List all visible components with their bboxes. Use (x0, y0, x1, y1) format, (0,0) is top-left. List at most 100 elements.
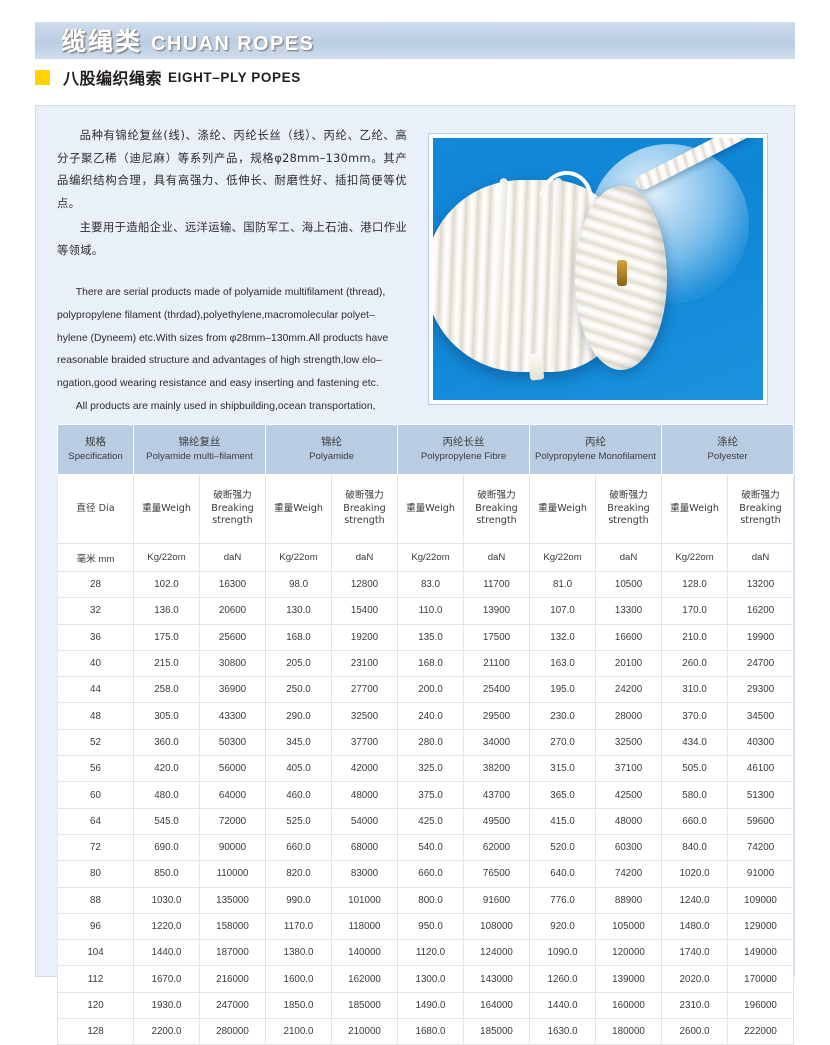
cell-value: 180000 (595, 1018, 663, 1045)
subheader-title-cn: 八股编织绳索 (63, 69, 163, 88)
cell-value: 434.0 (661, 728, 729, 757)
cell-value: 850.0 (133, 860, 200, 888)
sub-header-breaking-strength-1: 破断强力 Breaking strength (199, 474, 266, 544)
cell-value: 11700 (463, 570, 531, 599)
group-header-polyamide: 锦纶 Polyamide (264, 424, 399, 475)
cell-value: 185000 (330, 991, 399, 1020)
cell-value: 19900 (727, 623, 795, 651)
cell-value: 170000 (727, 965, 795, 993)
sub-header-line-1: 破断强力 (609, 490, 648, 502)
cell-value: 250.0 (265, 676, 332, 704)
cell-value: 40300 (727, 728, 795, 757)
sub-header-breaking-strength-2: 破断强力 Breaking strength (330, 474, 399, 544)
cell-value: 25600 (199, 623, 266, 651)
group-header-cn: 锦纶 (321, 436, 342, 448)
cell-value: 90000 (199, 833, 266, 862)
table-row: 64 545.0 72000 525.0 54000 425.0 49500 415.0 480… (57, 807, 795, 835)
cell-value: 425.0 (397, 807, 465, 835)
sub-header-breaking-strength-4: 破断强力 Breaking strength (595, 474, 663, 544)
cell-value: 480.0 (133, 781, 200, 809)
cell-value: 62000 (463, 833, 531, 862)
cell-value: 1850.0 (265, 991, 332, 1020)
cell-value: 54000 (330, 807, 399, 835)
cell-value: 74200 (595, 860, 663, 888)
cell-value: 135000 (199, 886, 266, 914)
cell-value: 110.0 (397, 597, 465, 625)
cell-diameter: 32 (57, 597, 134, 625)
sub-header-line-2: Breaking (739, 502, 782, 514)
cell-value: 240.0 (397, 702, 465, 730)
description-cn-paragraph-1: 品种有锦纶复丝(线)、涤纶、丙纶长丝（线）、丙纶、乙纶、高分子聚乙稀（迪尼麻）等… (57, 129, 407, 210)
cell-value: 21100 (463, 649, 531, 678)
cell-value: 158000 (199, 912, 266, 941)
cell-value: 81.0 (529, 570, 597, 599)
unit-cell: Kg/22om (397, 543, 465, 572)
cell-value: 210000 (330, 1018, 399, 1045)
group-header-cn: 锦纶复丝 (178, 436, 221, 448)
cell-value: 2100.0 (265, 1018, 332, 1045)
cell-value: 118000 (330, 912, 399, 941)
subheader-title-en: EIGHT–PLY POPES (168, 69, 301, 85)
table-row: 28 102.0 16300 98.0 12800 83.0 11700 81.0 10500 1… (57, 570, 795, 599)
cell-value: 1490.0 (397, 991, 465, 1020)
sub-header-breaking-strength-5: 破断强力 Breaking strength (727, 474, 795, 544)
cell-value: 25400 (463, 676, 531, 704)
description-cn-paragraph-2: 主要用于造船企业、远洋运输、国防军工、海上石油、港口作业等领域。 (57, 221, 407, 257)
sub-header-line-1: 破断强力 (741, 490, 780, 502)
cell-value: 128.0 (661, 570, 729, 599)
cell-value: 83.0 (397, 570, 465, 599)
cell-value: 32500 (330, 702, 399, 730)
cell-value: 1170.0 (265, 912, 332, 941)
cell-diameter: 96 (57, 912, 134, 941)
cell-value: 88900 (595, 886, 663, 914)
sub-header-weight-3: 重量Weigh (397, 474, 465, 544)
sub-header-line-1: 破断强力 (477, 490, 516, 502)
cell-value: 168.0 (265, 623, 332, 651)
cell-diameter: 128 (57, 1018, 134, 1045)
cell-value: 64000 (199, 781, 266, 809)
cell-value: 20600 (199, 597, 266, 625)
cell-value: 840.0 (661, 833, 729, 862)
cell-value: 1240.0 (661, 886, 729, 914)
cell-value: 315.0 (529, 755, 597, 783)
cell-value: 27700 (330, 676, 399, 704)
unit-cell: daN (330, 543, 399, 572)
cell-value: 200.0 (397, 676, 465, 704)
cell-value: 110000 (199, 860, 266, 888)
cell-value: 10500 (595, 570, 663, 599)
table-row: 40 215.0 30800 205.0 23100 168.0 21100 163.0 201… (57, 649, 795, 678)
page-banner: 缆绳类 CHUAN ROPES (35, 22, 795, 59)
cell-diameter: 48 (57, 702, 134, 730)
cell-value: 160000 (595, 991, 663, 1020)
unit-cell: daN (727, 543, 795, 572)
table-row: 36 175.0 25600 168.0 19200 135.0 17500 132.0 166… (57, 623, 795, 651)
table-row: 128 2200.0 280000 2100.0 210000 1680.0 185000 1… (57, 1018, 795, 1045)
cell-value: 38200 (463, 755, 531, 783)
rope-hanging-tag (527, 353, 545, 381)
cell-value: 305.0 (133, 702, 200, 730)
cell-value: 30800 (199, 649, 266, 678)
table-row: 88 1030.0 135000 990.0 101000 800.0 91600 776.0… (57, 886, 795, 914)
rope-brass-fitting-icon (617, 260, 627, 286)
cell-value: 34500 (727, 702, 795, 730)
group-header-specification: 规格 Specification (57, 424, 134, 475)
cell-value: 163.0 (529, 649, 597, 678)
cell-value: 230.0 (529, 702, 597, 730)
cell-value: 16300 (199, 570, 266, 599)
cell-value: 540.0 (397, 833, 465, 862)
sub-header-line-2: Breaking (211, 502, 254, 514)
sub-header-breaking-strength-3: 破断强力 Breaking strength (463, 474, 531, 544)
description-en-line-6: All products are mainly used in shipbuil… (75, 400, 376, 412)
unit-cell: 毫米 mm (57, 543, 134, 572)
group-header-en: Polyamide multi–filament (146, 451, 253, 462)
cell-value: 16200 (727, 597, 795, 625)
cell-value: 215.0 (133, 649, 200, 678)
cell-value: 1120.0 (397, 939, 465, 967)
cell-value: 690.0 (133, 833, 200, 862)
cell-value: 545.0 (133, 807, 200, 835)
cell-value: 280.0 (397, 728, 465, 757)
table-row: 44 258.0 36900 250.0 27700 200.0 25400 195.0 242… (57, 676, 795, 704)
cell-value: 59600 (727, 807, 795, 835)
cell-value: 370.0 (661, 702, 729, 730)
group-header-cn: 丙纶长丝 (442, 436, 485, 448)
